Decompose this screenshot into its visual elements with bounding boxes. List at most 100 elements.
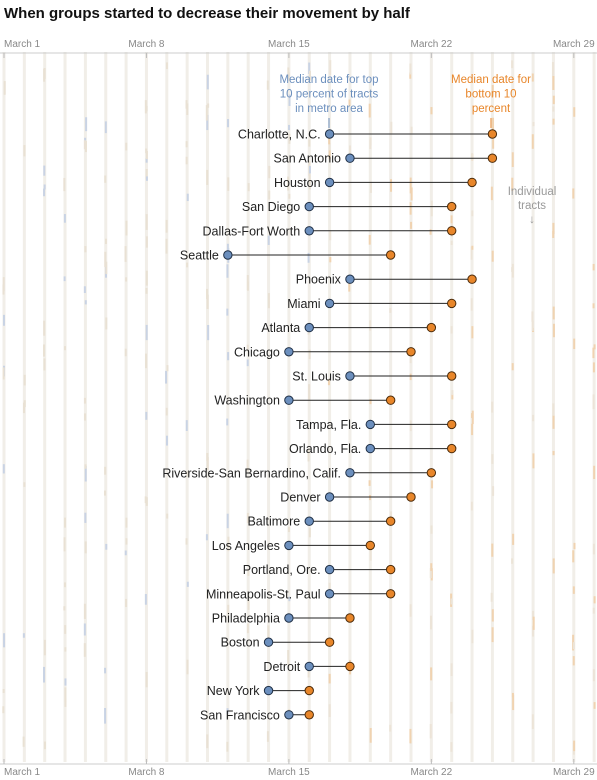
tract-tick: [471, 423, 474, 436]
city-label: Detroit: [263, 660, 300, 674]
bottom-tracts-dot: [447, 443, 457, 454]
tract-tick: [247, 568, 250, 576]
city-label: Washington: [214, 394, 280, 408]
city-row: Portland, Ore.: [243, 563, 396, 577]
tract-tick: [308, 165, 311, 174]
tract-tick: [552, 403, 555, 416]
x-tick-label: March 8: [128, 39, 165, 50]
tract-tick: [369, 546, 372, 561]
top-tracts-dot: [365, 419, 375, 430]
bottom-tracts-dot: [406, 347, 416, 357]
city-row: Baltimore: [247, 515, 396, 529]
tract-tick: [185, 420, 188, 431]
city-label: Chicago: [234, 345, 280, 359]
city-label: Atlanta: [261, 321, 300, 335]
tract-tick: [43, 188, 46, 197]
date-axis: March 1 March 8 March 15 March 22 March 29 Ma…: [0, 39, 597, 778]
tract-tick: [43, 358, 46, 371]
tract-tick: [145, 353, 148, 369]
tract-tick: [369, 728, 372, 743]
tract-tick: [206, 169, 209, 185]
tract-tick: [307, 252, 310, 263]
tract-tick: [409, 72, 412, 79]
tract-tick: [186, 581, 189, 587]
tract-tick: [83, 623, 86, 636]
tract-tick: [64, 698, 67, 707]
tract-tick: [165, 62, 168, 70]
tract-tick: [552, 306, 555, 320]
individual-tracts-annotation: ↓: [529, 214, 535, 226]
tract-tick: [23, 482, 26, 487]
tract-tick: [532, 616, 535, 630]
tract-tick: [125, 220, 128, 236]
x-tick-label: March 29: [553, 39, 595, 50]
top-tracts-dot: [284, 395, 294, 405]
city-label: Phoenix: [296, 273, 342, 287]
bottom-tracts-annotation: bottom 10: [465, 89, 516, 101]
top-tracts-dot: [284, 347, 294, 357]
tract-tick: [511, 558, 514, 564]
tract-tick: [186, 659, 189, 675]
individual-tracts-annotation: tracts: [518, 200, 546, 212]
tract-tick: [552, 323, 555, 338]
tract-tick: [166, 365, 169, 372]
tract-tick: [43, 639, 46, 656]
bottom-tracts-dot: [426, 468, 437, 478]
bottom-tracts-dot: [324, 637, 335, 647]
top-tracts-dot: [284, 540, 294, 551]
tract-tick: [84, 465, 87, 482]
tract-tick: [593, 702, 596, 709]
tract-tick: [572, 550, 575, 563]
tract-tick: [471, 153, 474, 161]
tract-tick: [409, 728, 412, 744]
top-tracts-annotation: Median date for top: [279, 74, 378, 86]
bottom-tracts-dot: [426, 322, 437, 333]
tract-tick: [390, 121, 393, 134]
bottom-tracts-dot: [447, 226, 457, 236]
tract-tick: [186, 470, 189, 477]
bottom-tracts-dot: [304, 685, 314, 696]
tract-tick: [512, 533, 515, 545]
top-tracts-dot: [324, 129, 335, 139]
tract-tick: [492, 117, 495, 132]
city-row: Seattle: [180, 249, 396, 263]
tract-tick: [227, 352, 230, 361]
tract-tick: [84, 246, 87, 253]
tract-tick: [205, 534, 208, 541]
tract-tick: [63, 582, 66, 588]
tract-tick: [165, 370, 168, 384]
tract-tick: [43, 165, 46, 176]
city-label: St. Louis: [292, 370, 341, 384]
tract-tick: [104, 667, 107, 674]
tract-tick: [491, 250, 494, 262]
tract-tick: [63, 177, 66, 192]
city-row: Detroit: [263, 660, 355, 674]
tract-tick: [144, 100, 147, 114]
tract-tick: [185, 100, 188, 109]
tract-tick: [470, 246, 473, 260]
tract-tick: [348, 99, 351, 106]
tract-tick: [329, 257, 332, 263]
top-tracts-dot: [263, 685, 274, 696]
tract-tick: [22, 736, 25, 747]
city-label: Houston: [274, 176, 321, 190]
tract-tick: [308, 174, 311, 190]
tract-tick: [266, 80, 269, 90]
tract-tick: [531, 134, 534, 149]
bottom-tracts-dot: [467, 177, 477, 188]
tract-tick: [3, 633, 6, 648]
tract-tick: [552, 415, 555, 429]
tract-tick: [532, 453, 535, 469]
tract-tick: [572, 586, 575, 594]
tract-tick: [288, 596, 291, 602]
top-tracts-annotation: 10 percent of tracts: [280, 89, 379, 101]
top-tracts-dot: [284, 710, 294, 720]
bottom-tracts-dot: [345, 661, 355, 672]
city-row: Dallas-Fort Worth: [203, 224, 457, 238]
city-label: San Antonio: [274, 152, 341, 166]
tract-tick: [84, 541, 87, 554]
tract-tick: [125, 517, 128, 528]
tract-tick: [83, 140, 86, 150]
tract-tick: [64, 625, 67, 634]
city-row: Atlanta: [261, 321, 437, 335]
